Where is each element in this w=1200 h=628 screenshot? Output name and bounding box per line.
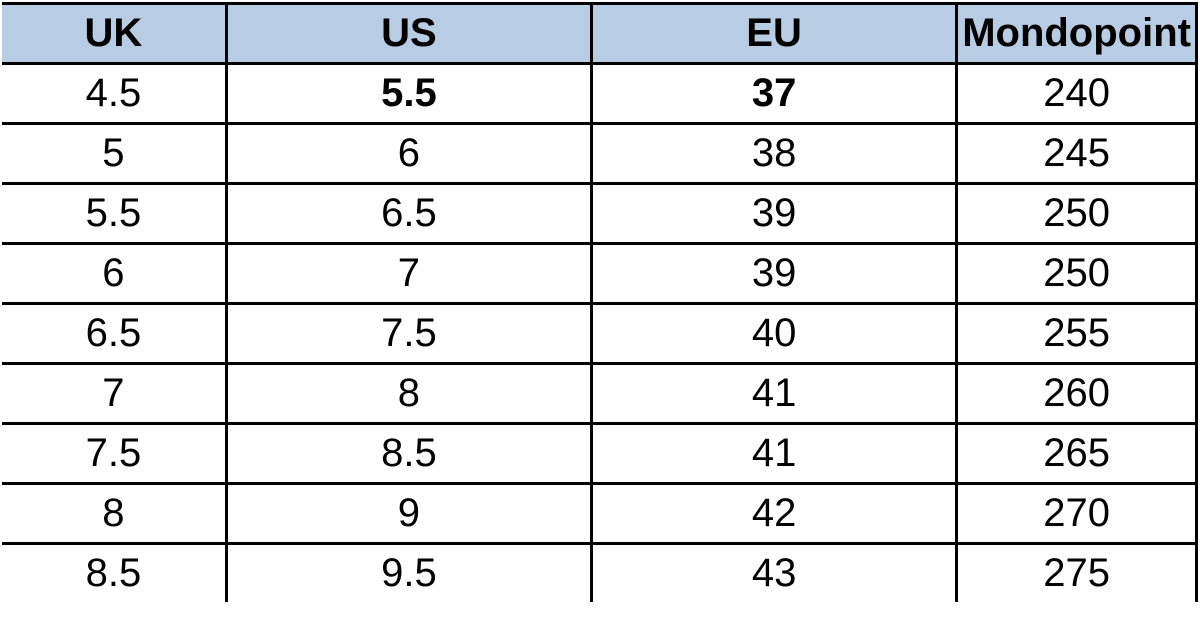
table-row: 8.59.543275: [2, 544, 1197, 603]
table-cell: 5: [2, 124, 226, 184]
table-cell: 5.5: [226, 64, 591, 124]
table-cell: 245: [957, 124, 1197, 184]
table-cell: 6.5: [226, 184, 591, 244]
table-cell: 6: [226, 124, 591, 184]
table-cell: 9: [226, 484, 591, 544]
table-header-row: UK US EU Mondopoint: [2, 4, 1197, 64]
table-cell: 41: [591, 424, 956, 484]
table-cell: 255: [957, 304, 1197, 364]
table-cell: 260: [957, 364, 1197, 424]
table-cell: 7.5: [226, 304, 591, 364]
table-cell: 7: [226, 244, 591, 304]
table-cell: 39: [591, 244, 956, 304]
table-body: 4.55.53724056382455.56.53925067392506.57…: [2, 64, 1197, 603]
table-cell: 5.5: [2, 184, 226, 244]
table-row: 7.58.541265: [2, 424, 1197, 484]
table-cell: 275: [957, 544, 1197, 603]
header-eu: EU: [591, 4, 956, 64]
table-cell: 41: [591, 364, 956, 424]
table-cell: 8: [226, 364, 591, 424]
table-cell: 40: [591, 304, 956, 364]
table-cell: 270: [957, 484, 1197, 544]
table-cell: 37: [591, 64, 956, 124]
table-cell: 4.5: [2, 64, 226, 124]
table-cell: 8: [2, 484, 226, 544]
table-cell: 39: [591, 184, 956, 244]
table-row: 6.57.540255: [2, 304, 1197, 364]
table-cell: 7: [2, 364, 226, 424]
table-row: 4.55.537240: [2, 64, 1197, 124]
table-cell: 250: [957, 244, 1197, 304]
table-cell: 265: [957, 424, 1197, 484]
header-uk: UK: [2, 4, 226, 64]
shoe-size-table: UK US EU Mondopoint 4.55.53724056382455.…: [2, 2, 1198, 602]
table-row: 5638245: [2, 124, 1197, 184]
header-mondopoint: Mondopoint: [957, 4, 1197, 64]
table-row: 7841260: [2, 364, 1197, 424]
table-row: 8942270: [2, 484, 1197, 544]
table-cell: 9.5: [226, 544, 591, 603]
table-cell: 6.5: [2, 304, 226, 364]
table-cell: 8.5: [2, 544, 226, 603]
table-cell: 240: [957, 64, 1197, 124]
table-row: 6739250: [2, 244, 1197, 304]
table-cell: 38: [591, 124, 956, 184]
table-cell: 8.5: [226, 424, 591, 484]
table-cell: 250: [957, 184, 1197, 244]
table-cell: 43: [591, 544, 956, 603]
table-cell: 42: [591, 484, 956, 544]
table-cell: 7.5: [2, 424, 226, 484]
header-us: US: [226, 4, 591, 64]
table-cell: 6: [2, 244, 226, 304]
table-row: 5.56.539250: [2, 184, 1197, 244]
